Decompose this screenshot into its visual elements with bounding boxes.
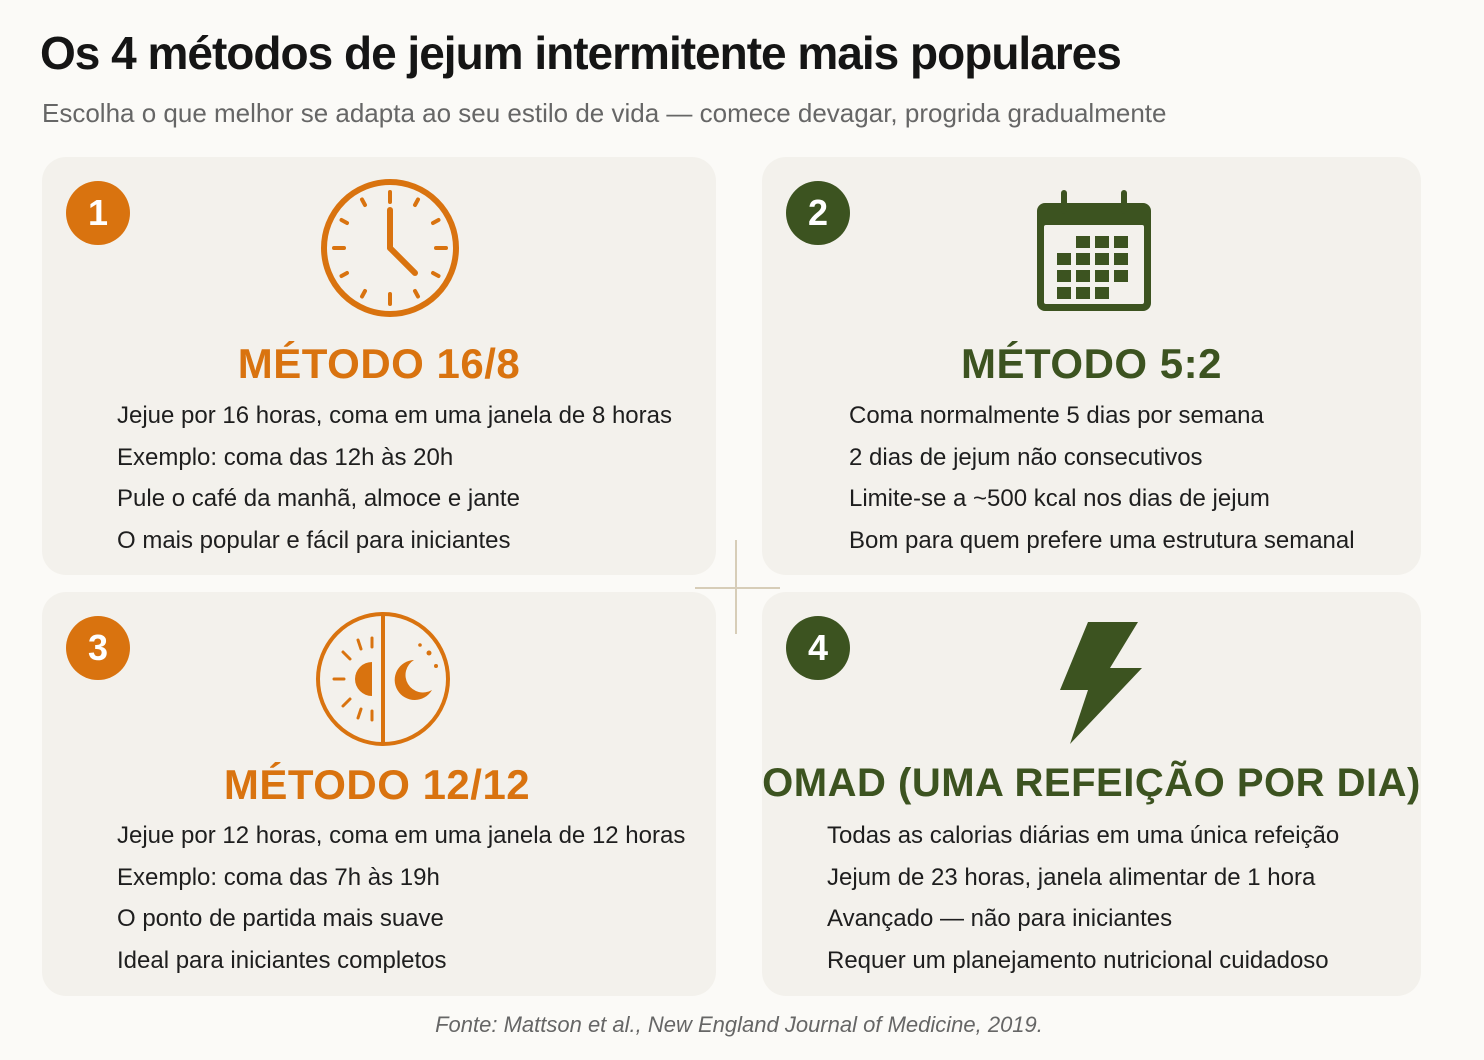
lightning-bolt-icon [1060, 622, 1142, 744]
description-line: Exemplo: coma das 7h às 19h [117, 863, 440, 891]
description-line: Todas as calorias diárias em uma única r… [827, 822, 1340, 849]
sun-moon-icon [316, 612, 450, 746]
description-line: Requer um planejamento nutricional cuida… [827, 946, 1329, 974]
clock-icon [321, 179, 459, 317]
description-line: Coma normalmente 5 dias por semana [849, 402, 1264, 429]
number-badge: 3 [66, 616, 130, 680]
description-line: Bom para quem prefere uma estrutura sema… [849, 526, 1355, 554]
method-description: Jejue por 16 horas, coma em uma janela d… [117, 395, 672, 561]
description-line: Jejue por 16 horas, coma em uma janela d… [117, 402, 672, 429]
calendar-icon [1037, 190, 1151, 311]
method-card-12-12: 3 MÉTODO 12/12 Jejue por 12 horas, coma … [42, 592, 716, 996]
description-line: Jejue por 12 horas, coma em uma janela d… [117, 822, 686, 849]
method-description: Jejue por 12 horas, coma em uma janela d… [117, 815, 685, 981]
description-line: Limite-se a ~500 kcal nos dias de jejum [849, 485, 1270, 512]
method-title: OMAD (UMA REFEIÇÃO POR DIA) [762, 761, 1421, 805]
number-badge: 1 [66, 181, 130, 245]
method-description: Todas as calorias diárias em uma única r… [827, 815, 1339, 981]
method-card-5-2: 2 MÉTODO 5:2 Coma normalmente 5 dias por… [762, 157, 1421, 575]
source-citation: Fonte: Mattson et al., New England Journ… [435, 1012, 1043, 1037]
page-subtitle: Escolha o que melhor se adapta ao seu es… [42, 98, 1167, 128]
method-card-omad: 4 OMAD (UMA REFEIÇÃO POR DIA) Todas as c… [762, 592, 1421, 996]
method-title: MÉTODO 16/8 [237, 340, 521, 387]
description-line: Pule o café da manhã, almoce e jante [117, 485, 520, 512]
description-line: Exemplo: coma das 12h às 20h [117, 443, 454, 471]
method-title: MÉTODO 5:2 [961, 340, 1222, 387]
description-line: Avançado — não para iniciantes [827, 905, 1173, 932]
description-line: O ponto de partida mais suave [117, 905, 444, 932]
description-line: O mais popular e fácil para iniciantes [117, 526, 511, 554]
description-line: Jejum de 23 horas, janela alimentar de 1… [827, 863, 1316, 891]
method-card-16-8: 1 MÉTODO 16/8 Jejue por 16 horas [42, 157, 716, 575]
center-divider-vertical [735, 540, 737, 634]
center-divider-horizontal [695, 587, 780, 589]
page-title: Os 4 métodos de jejum intermitente mais … [40, 27, 1122, 79]
description-line: 2 dias de jejum não consecutivos [849, 443, 1203, 471]
method-title: MÉTODO 12/12 [223, 761, 531, 808]
number-badge: 2 [786, 181, 850, 245]
method-description: Coma normalmente 5 dias por semana 2 dia… [849, 395, 1355, 561]
number-badge: 4 [786, 616, 850, 680]
description-line: Ideal para iniciantes completos [117, 946, 447, 974]
